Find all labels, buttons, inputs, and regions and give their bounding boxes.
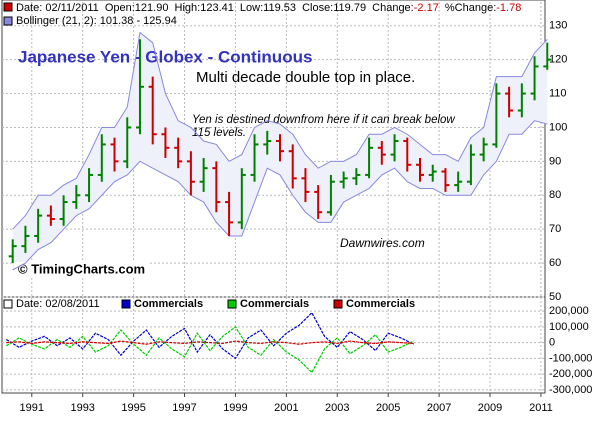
- x-tick-label: 1999: [223, 402, 247, 414]
- band-upper: [12, 31, 548, 230]
- quote-open: Open:121.90: [105, 2, 169, 14]
- legend-swatch: [121, 299, 131, 309]
- bands-marker: [3, 16, 13, 26]
- x-tick-label: 1991: [20, 402, 44, 414]
- x-tick-label: 2009: [478, 402, 502, 414]
- series-line: [6, 326, 414, 374]
- y-tick-label: 0: [549, 337, 555, 349]
- y-tick-label: 90: [549, 155, 561, 167]
- legend-date: Date: 02/08/2011: [16, 298, 100, 310]
- quote-pct-label: %Change:: [445, 2, 496, 14]
- bands-label: Bollinger (21, 2): 101.38 - 125.94: [16, 15, 177, 27]
- annotation: Dawnwires.com: [340, 236, 425, 250]
- y-tick-label: 100,000: [549, 321, 589, 333]
- quote-pct: -1.78: [496, 2, 521, 14]
- x-tick-label: 2011: [529, 402, 553, 414]
- y-tick-label: 60: [549, 257, 561, 269]
- quote-date: Date: 02/11/2011: [16, 2, 99, 14]
- annotation: Yen is destined downfrom here if it can …: [192, 114, 455, 126]
- quote-change-label: Change:: [372, 2, 414, 14]
- x-tick-label: 2001: [274, 402, 298, 414]
- y-tick-label: 200,000: [549, 305, 589, 317]
- y-tick-label: 70: [549, 223, 561, 235]
- x-tick-label: 2007: [427, 402, 451, 414]
- quote-low: Low:119.53: [240, 2, 296, 14]
- copyright-bg: [14, 262, 150, 278]
- x-tick-label: 2003: [325, 402, 349, 414]
- chart-title: Japanese Yen - Globex - Continuous: [18, 47, 312, 66]
- band-lower: [12, 120, 548, 271]
- x-tick-label: 1993: [70, 402, 94, 414]
- y-tick-label: 130: [549, 20, 567, 32]
- legend-swatch: [333, 299, 343, 309]
- quote-marker: [3, 2, 13, 12]
- y-tick-label: 80: [549, 189, 561, 201]
- y-tick-label: 110: [549, 87, 567, 99]
- quote-change: -2.17: [414, 2, 439, 14]
- y-tick-label: -100,000: [549, 352, 592, 364]
- copyright: © TimingCharts.com: [18, 261, 145, 276]
- y-tick-label: 50: [549, 291, 561, 303]
- annotation: Multi decade double top in place.: [196, 69, 415, 86]
- x-tick-label: 1997: [172, 402, 196, 414]
- legend-label: Commercials: [240, 298, 309, 310]
- x-tick-label: 2005: [376, 402, 400, 414]
- quote-close: Close:119.79: [302, 2, 366, 14]
- series-line: [6, 311, 414, 360]
- y-tick-label: -200,000: [549, 368, 592, 380]
- annotation: 115 levels.: [192, 127, 246, 139]
- y-tick-label: 120: [549, 54, 567, 66]
- quote-high: High:123.41: [175, 2, 234, 14]
- x-tick-label: 1995: [121, 402, 145, 414]
- legend-label: Commercials: [346, 298, 415, 310]
- y-tick-label: 100: [549, 121, 567, 133]
- legend-label: Commercials: [134, 298, 203, 310]
- y-tick-label: -300,000: [549, 384, 592, 396]
- quote-line: Date: 02/11/2011 Open:121.90 High:123.41…: [16, 2, 521, 14]
- legend-swatch: [227, 299, 237, 309]
- legend-date-marker: [3, 299, 13, 309]
- series-line: [6, 340, 414, 345]
